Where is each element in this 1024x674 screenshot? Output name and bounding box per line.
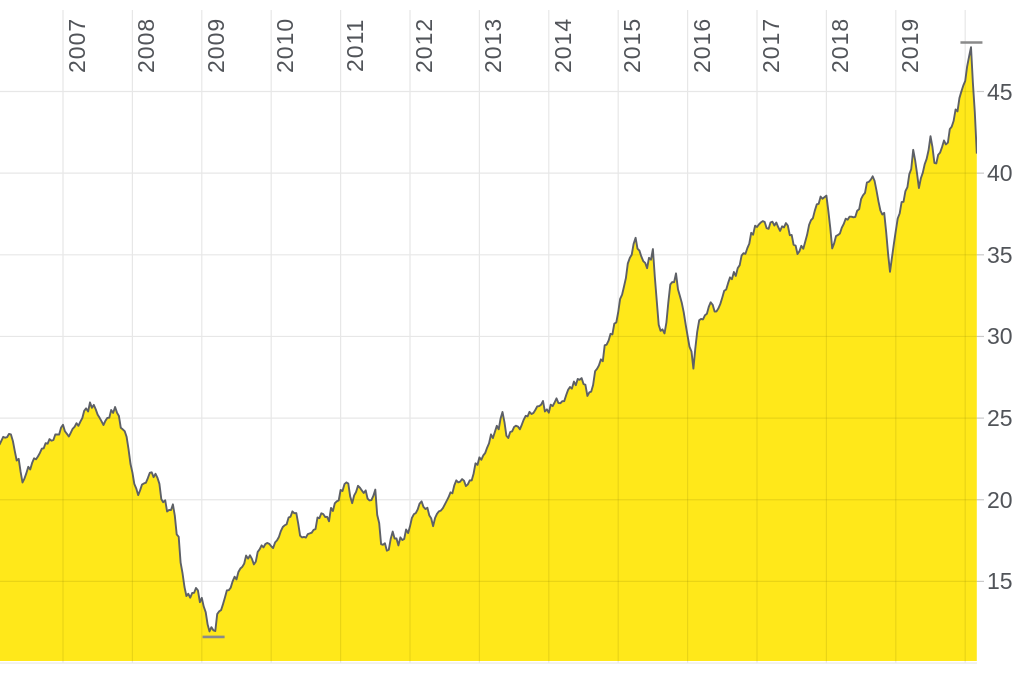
y-axis-label-45: 45 [987, 78, 1013, 105]
y-axis-label-25: 25 [987, 405, 1013, 432]
x-axis-label-2010: 2010 [272, 17, 299, 73]
x-axis-label-2015: 2015 [619, 17, 646, 73]
x-axis-label-2009: 2009 [202, 17, 229, 73]
y-axis-label-20: 20 [987, 486, 1013, 513]
x-axis-label-2011: 2011 [341, 18, 368, 72]
price-series [0, 46, 977, 661]
y-axis-label-35: 35 [987, 241, 1013, 268]
x-axis-label-2017: 2017 [758, 17, 784, 73]
y-axis-label-30: 30 [987, 323, 1013, 350]
x-axis-label-2019: 2019 [896, 17, 923, 73]
x-axis-label-2014: 2014 [549, 17, 576, 73]
x-axis-label-2007: 2007 [64, 17, 90, 73]
y-axis-label-40: 40 [987, 160, 1013, 187]
x-axis-label-2016: 2016 [688, 17, 715, 73]
right-axis-ticks [977, 90, 984, 583]
y-axis-label-15: 15 [987, 568, 1013, 595]
x-axis-label-2008: 2008 [133, 17, 160, 73]
x-axis-label-2018: 2018 [827, 17, 854, 73]
extreme-markers [202, 41, 983, 639]
x-axis-label-2013: 2013 [480, 17, 507, 73]
x-axis-label-2012: 2012 [411, 17, 437, 73]
